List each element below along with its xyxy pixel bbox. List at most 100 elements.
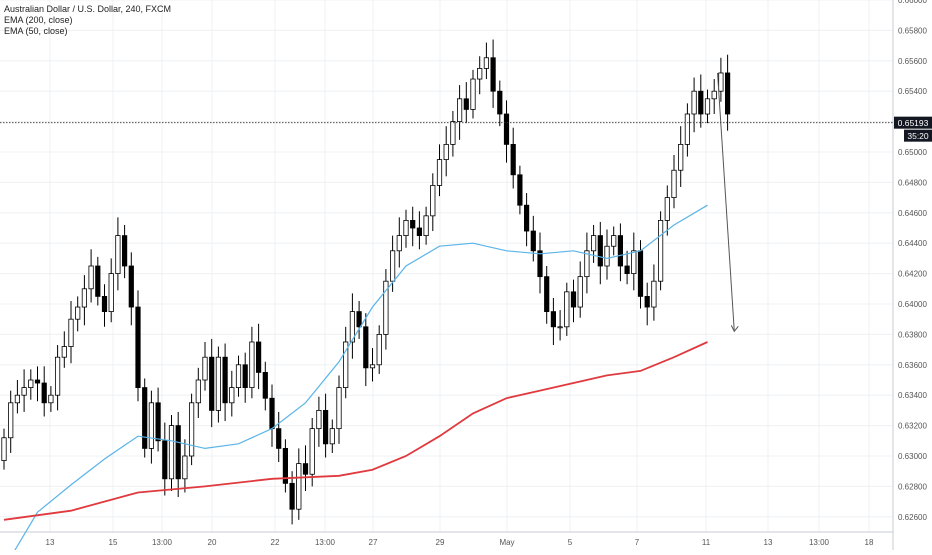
candle-body[interactable] — [349, 311, 356, 343]
candle-body[interactable] — [195, 379, 201, 404]
candle-body[interactable] — [510, 143, 516, 176]
candle-body[interactable] — [704, 98, 711, 115]
candle-body[interactable] — [604, 245, 610, 267]
candle-body[interactable] — [617, 235, 624, 267]
annotation-arrow[interactable] — [717, 72, 735, 332]
candle-body[interactable] — [21, 387, 27, 396]
candle-body[interactable] — [410, 219, 416, 229]
candle-body[interactable] — [584, 250, 590, 278]
candle-body[interactable] — [691, 90, 697, 115]
candle-body[interactable] — [658, 219, 664, 282]
candle-body[interactable] — [383, 280, 389, 335]
candle-body[interactable] — [128, 265, 134, 308]
candle-body[interactable] — [162, 440, 168, 480]
candle-body[interactable] — [175, 425, 181, 480]
candle-body[interactable] — [664, 197, 670, 221]
candle-body[interactable] — [336, 387, 342, 430]
candle-body[interactable] — [517, 174, 523, 206]
candle-body[interactable] — [148, 402, 154, 449]
candle-body[interactable] — [188, 402, 195, 457]
candle-body[interactable] — [423, 215, 429, 236]
candle-body[interactable] — [182, 455, 188, 480]
candle-body[interactable] — [564, 291, 570, 328]
candle-body[interactable] — [477, 68, 483, 80]
candle-body[interactable] — [135, 306, 141, 389]
candle-body[interactable] — [81, 288, 87, 308]
candle-body[interactable] — [718, 72, 724, 92]
candle-body[interactable] — [41, 382, 47, 404]
candle-body[interactable] — [530, 230, 536, 252]
candle-body[interactable] — [34, 379, 41, 384]
candle-body[interactable] — [122, 235, 128, 267]
candle-body[interactable] — [436, 159, 443, 186]
candle-body[interactable] — [296, 463, 302, 510]
candle-body[interactable] — [68, 318, 74, 347]
candle-body[interactable] — [202, 356, 208, 381]
candle-body[interactable] — [95, 265, 101, 297]
candle-body[interactable] — [309, 428, 315, 475]
candle-body[interactable] — [557, 326, 563, 329]
candle-body[interactable] — [14, 394, 20, 404]
candle-body[interactable] — [463, 98, 469, 110]
candle-body[interactable] — [631, 250, 637, 275]
candle-body[interactable] — [269, 397, 275, 430]
candle-body[interactable] — [403, 219, 409, 236]
candle-body[interactable] — [644, 295, 650, 308]
ema50-legend[interactable]: EMA (50, close) — [4, 26, 68, 36]
candle-body[interactable] — [108, 273, 114, 313]
candle-body[interactable] — [725, 72, 731, 115]
candle-body[interactable] — [389, 250, 396, 282]
candle-body[interactable] — [577, 276, 583, 308]
candle-body[interactable] — [343, 341, 349, 388]
candle-body[interactable] — [222, 356, 228, 404]
candle-body[interactable] — [249, 341, 255, 388]
candle-body[interactable] — [255, 341, 262, 373]
candle-body[interactable] — [356, 311, 362, 328]
candle-body[interactable] — [711, 90, 717, 100]
candle-body[interactable] — [624, 265, 630, 274]
candle-body[interactable] — [396, 235, 402, 252]
candle-body[interactable] — [597, 235, 603, 267]
candle-body[interactable] — [470, 78, 476, 110]
candle-body[interactable] — [276, 428, 282, 449]
candle-body[interactable] — [101, 295, 108, 312]
candle-body[interactable] — [229, 387, 235, 404]
candle-body[interactable] — [289, 482, 295, 510]
ema200-legend[interactable]: EMA (200, close) — [4, 15, 73, 25]
candle-body[interactable] — [322, 409, 329, 445]
candle-body[interactable] — [75, 306, 81, 320]
candle-body[interactable] — [503, 113, 510, 145]
candle-body[interactable] — [329, 428, 335, 445]
candle-body[interactable] — [8, 402, 14, 439]
candle-body[interactable] — [302, 463, 309, 475]
candle-body[interactable] — [698, 90, 704, 115]
candle-body[interactable] — [456, 98, 463, 123]
candle-body[interactable] — [651, 280, 657, 308]
candle-body[interactable] — [443, 143, 449, 160]
candle-body[interactable] — [550, 311, 557, 328]
candle-body[interactable] — [376, 333, 382, 366]
candle-body[interactable] — [430, 185, 436, 217]
candle-body[interactable] — [235, 364, 242, 388]
candle-body[interactable] — [611, 235, 617, 247]
candle-body[interactable] — [416, 227, 423, 236]
candle-body[interactable] — [142, 387, 148, 449]
candle-body[interactable] — [28, 379, 34, 388]
candle-body[interactable] — [490, 57, 496, 92]
candle-body[interactable] — [88, 265, 94, 290]
candle-body[interactable] — [168, 425, 175, 480]
candle-body[interactable] — [155, 402, 161, 442]
candle-body[interactable] — [242, 364, 248, 388]
candle-body[interactable] — [209, 356, 215, 411]
candle-body[interactable] — [671, 169, 677, 199]
candle-body[interactable] — [1, 437, 7, 461]
candle-body[interactable] — [262, 371, 268, 399]
candle-body[interactable] — [497, 90, 503, 115]
candle-body[interactable] — [450, 121, 456, 145]
candle-body[interactable] — [570, 291, 577, 308]
candle-body[interactable] — [316, 409, 322, 430]
candle-body[interactable] — [537, 250, 543, 278]
candle-body[interactable] — [369, 364, 376, 369]
